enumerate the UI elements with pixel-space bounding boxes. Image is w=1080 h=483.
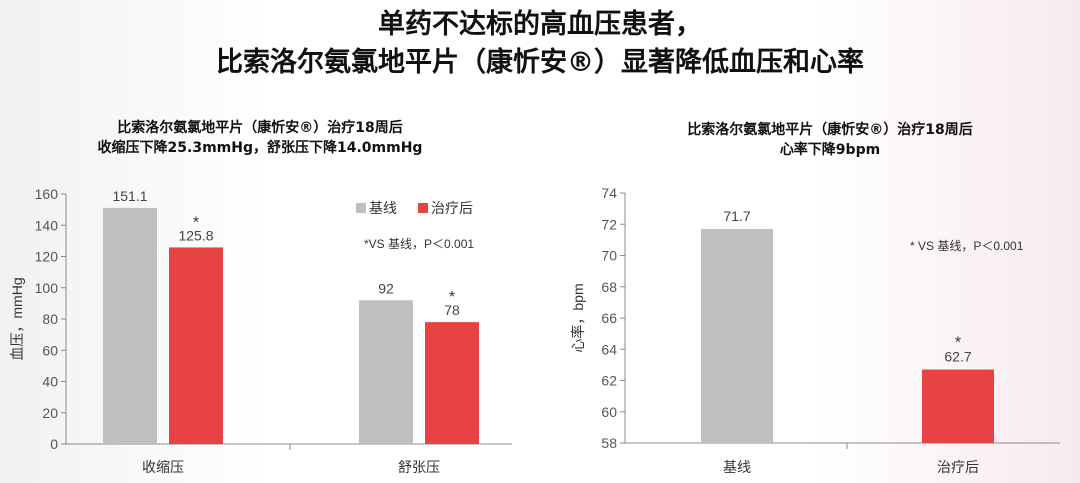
right-chart-subtitle: 比索洛尔氨氯地平片（康忻安®）治疗18周后 心率下降9bpm [600, 120, 1060, 160]
bp-y-tick-label: 120 [35, 249, 59, 265]
bp-bar-treated [425, 322, 479, 444]
hr-significance-star: * [955, 335, 961, 352]
hr-y-tick-label: 64 [601, 341, 617, 357]
bp-data-label: 151.1 [112, 188, 147, 204]
right-chart-subtitle-line1: 比索洛尔氨氯地平片（康忻安®）治疗18周后 [687, 122, 973, 138]
bp-bar-treated [169, 247, 223, 444]
bp-legend-swatch-treated [418, 203, 428, 213]
right-chart-subtitle-line2: 心率下降9bpm [779, 142, 881, 158]
hr-y-tick-label: 70 [601, 248, 617, 264]
hr-y-tick-label: 62 [601, 373, 617, 389]
hr-bar-baseline [701, 228, 773, 443]
bp-bar-baseline [359, 300, 413, 444]
left-chart-subtitle-line1: 比索洛尔氨氯地平片（康忻安®）治疗18周后 [117, 120, 403, 136]
bp-y-tick-label: 40 [42, 374, 58, 390]
bp-legend-label: 治疗后 [431, 200, 473, 216]
bp-significance-star: * [449, 289, 455, 306]
left-chart-subtitle: 比索洛尔氨氯地平片（康忻安®）治疗18周后 收缩压下降25.3mmHg，舒张压下… [40, 118, 480, 158]
bp-data-label: 125.8 [178, 227, 213, 243]
bp-bar-baseline [103, 207, 157, 444]
hr-y-tick-label: 72 [601, 216, 617, 232]
bp-y-tick-label: 80 [42, 311, 58, 327]
bp-y-tick-label: 140 [35, 217, 59, 233]
slide-title-line2: 比索洛尔氨氯地平片（康忻安®）显著降低血压和心率 [216, 47, 864, 78]
bp-significance-note: *VS 基线，P＜0.001 [364, 237, 474, 251]
bp-legend-swatch-baseline [356, 203, 366, 213]
hr-x-category-label: 治疗后 [937, 459, 979, 475]
bp-y-tick-label: 160 [35, 186, 59, 202]
slide-title-line1: 单药不达标的高血压患者， [378, 9, 702, 40]
hr-y-axis-label: 心率，bpm [570, 283, 586, 352]
hr-y-tick-label: 58 [601, 435, 617, 451]
bp-data-label: 78 [444, 302, 460, 318]
hr-y-tick-label: 60 [601, 404, 617, 420]
bp-y-tick-label: 60 [42, 342, 58, 358]
left-chart-subtitle-line2: 收缩压下降25.3mmHg，舒张压下降14.0mmHg [97, 140, 423, 156]
bp-y-tick-label: 0 [50, 436, 58, 452]
bp-y-tick-label: 100 [35, 280, 59, 296]
hr-data-label: 62.7 [944, 349, 971, 365]
bp-significance-star: * [193, 214, 199, 231]
hr-y-tick-label: 68 [601, 279, 617, 295]
bp-y-axis-label: 血压，mmHg [9, 277, 25, 360]
bp-x-category-label: 收缩压 [142, 459, 184, 475]
hr-bar-treated [922, 369, 994, 443]
bp-x-category-label: 舒张压 [398, 459, 440, 475]
bp-y-tick-label: 20 [42, 405, 58, 421]
bp-data-label: 92 [378, 280, 394, 296]
hr-y-tick-label: 74 [601, 185, 617, 201]
hr-y-tick-label: 66 [601, 310, 617, 326]
hr-x-category-label: 基线 [723, 459, 751, 475]
hr-data-label: 71.7 [723, 208, 750, 224]
slide-title: 单药不达标的高血压患者， 比索洛尔氨氯地平片（康忻安®）显著降低血压和心率 [0, 6, 1080, 82]
bp-legend-label: 基线 [369, 200, 397, 216]
hr-significance-note: * VS 基线，P＜0.001 [910, 239, 1024, 253]
